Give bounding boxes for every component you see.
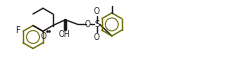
Text: OH: OH xyxy=(58,30,70,39)
Text: S: S xyxy=(94,20,99,29)
Text: O: O xyxy=(85,20,90,29)
Text: O: O xyxy=(40,32,46,41)
Text: O: O xyxy=(93,33,99,42)
Text: O: O xyxy=(93,7,99,16)
Text: F: F xyxy=(15,26,19,35)
